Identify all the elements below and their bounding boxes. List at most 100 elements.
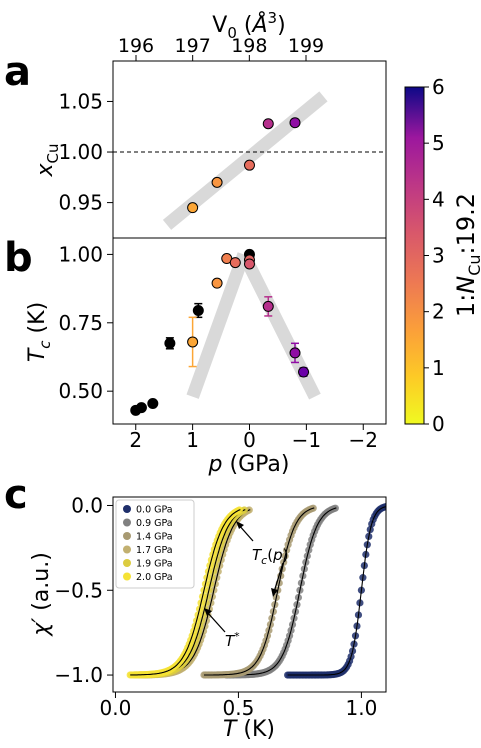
colorbar-ticks: 0 1 2 3 4 5 6 [424, 75, 445, 436]
data-point-b [229, 257, 241, 269]
legend-label: 2.0 GPa [136, 572, 173, 583]
x-tick-label-c: 1.0 [345, 696, 377, 720]
legend-box [115, 499, 195, 589]
annotation-tstar: T* [204, 608, 240, 650]
data-point-c [387, 502, 394, 509]
colorbar-tick-label: 5 [432, 131, 445, 155]
data-point-c [392, 502, 399, 509]
y-tick-label-a: 0.95 [58, 191, 103, 215]
data-point-b [147, 397, 159, 409]
legend-marker [123, 518, 131, 527]
trend-band-b-line [186, 252, 250, 399]
x-axis-label-b: p (GPa) [208, 452, 290, 477]
y-ticks-b: 0.50 0.75 1.00 [58, 242, 113, 403]
data-point-a [187, 202, 199, 214]
x-tick-label-b: −2 [349, 428, 378, 452]
legend-marker [123, 505, 131, 513]
legend-label: 1.9 GPa [136, 559, 173, 570]
colorbar-gradient [404, 86, 425, 425]
data-point-b [211, 277, 223, 289]
panel-a: 0.95 1.00 1.05 196 197 198 199 V0 (Å3) xCu [33, 9, 387, 239]
data-point-b [187, 336, 199, 348]
data-point-b [135, 402, 147, 414]
data-point-c [385, 504, 386, 508]
colorbar-tick-label: 6 [432, 75, 445, 99]
legend-label: 1.7 GPa [136, 545, 173, 556]
panel-b: 0.50 0.75 1.00 2 1 0 −1 −2 p (GPa) Tc (K) [25, 237, 387, 477]
legend-label: 0.0 GPa [136, 505, 173, 516]
data-point-c [390, 502, 397, 509]
data-point-b [192, 304, 204, 316]
y-ticks-c: 0.0 −0.5 −1.0 [54, 493, 113, 687]
x-ticks-c: 0.0 0.5 1.0 [100, 692, 377, 720]
data-point-b [262, 300, 274, 312]
top-tick-label: 199 [288, 35, 324, 57]
y-tick-label-b: 0.50 [58, 379, 103, 403]
y-tick-label-a: 1.00 [58, 140, 103, 164]
y-axis-label-c: χ′ (a.u.) [29, 552, 54, 637]
x-tick-label-c: 0.0 [100, 696, 132, 720]
annotation-tc-arrow-2 [273, 562, 284, 593]
colorbar-tick-label: 0 [432, 412, 445, 436]
data-point-c [393, 502, 400, 509]
colorbar: 0 1 2 3 4 5 6 1:NCu:19.2 [404, 75, 481, 436]
annotation-tstar-arrowhead [204, 608, 212, 616]
annotation-tc-arrowhead-2 [271, 588, 278, 597]
x-tick-label-b: 1 [186, 428, 199, 452]
top-axis-label: V0 (Å3) [212, 9, 285, 42]
top-tick-label: 198 [231, 35, 267, 57]
panel-label-c: c [4, 472, 28, 518]
top-tick-label: 196 [118, 35, 154, 57]
legend-marker [123, 545, 131, 554]
data-point-a [211, 176, 223, 188]
annotation-tstar-text: T* [225, 630, 240, 650]
annotation-tc-arrowhead [236, 521, 244, 529]
data-point-b [289, 347, 301, 359]
y-tick-label-b: 1.00 [58, 242, 103, 266]
y-axis-label-a: xCu [33, 143, 62, 177]
data-point-b [164, 337, 176, 349]
annotation-tstar-arrow [206, 611, 226, 633]
y-tick-label-c: −0.5 [54, 578, 103, 602]
top-axis-ticks: 196 197 198 199 [118, 35, 324, 61]
points-a [187, 117, 301, 214]
colorbar-tick-label: 4 [432, 187, 445, 211]
data-point-a [244, 159, 255, 171]
legend-marker [123, 532, 131, 540]
colorbar-tick-label: 3 [432, 244, 445, 268]
curves-c [126, 502, 400, 679]
fit-curve [130, 509, 241, 676]
fit-curve [226, 507, 337, 676]
colorbar-label: 1:NCu:19.2 [452, 193, 481, 317]
data-point-c [389, 502, 396, 509]
x-ticks-b: 2 1 0 −1 −2 [129, 424, 378, 452]
top-tick-label: 197 [175, 35, 211, 57]
trend-band-b [186, 251, 321, 400]
y-tick-label-c: −1.0 [54, 663, 103, 687]
points-b [130, 248, 310, 416]
annotation-tc: Tc(p) [236, 521, 288, 597]
y-tick-label-a: 1.05 [58, 89, 103, 113]
y-ticks-a: 0.95 1.00 1.05 [58, 89, 113, 215]
legend-marker [123, 572, 131, 581]
colorbar-tick-label: 1 [432, 356, 445, 380]
legend-marker [123, 559, 131, 567]
y-tick-label-c: 0.0 [71, 493, 103, 517]
panel-label-a: a [4, 49, 31, 95]
y-axis-label-b: Tc (K) [25, 302, 54, 362]
legend-c: 0.0 GPa 0.9 GPa 1.4 GPa 1.7 GPa 1.9 GPa 2.0 G… [115, 499, 195, 589]
legend-label: 1.4 GPa [136, 532, 173, 543]
colorbar-tick-label: 2 [432, 300, 445, 324]
y-tick-label-b: 0.75 [58, 311, 103, 335]
data-point-b [244, 258, 255, 270]
x-axis-label-c: T (K) [223, 717, 275, 742]
data-point-a [262, 118, 274, 130]
x-tick-label-c: 0.5 [223, 696, 255, 720]
axes-frame-c [112, 496, 387, 693]
annotation-tc-text: Tc(p) [252, 546, 288, 567]
fit-curve [204, 507, 315, 676]
legend-label: 0.9 GPa [136, 518, 173, 529]
x-tick-label-b: 0 [243, 428, 256, 452]
panel-c: 0.0 −0.5 −1.0 0.0 0.5 1.0 0.0 GPa 0.9 GPa 1.4 … [29, 493, 400, 742]
